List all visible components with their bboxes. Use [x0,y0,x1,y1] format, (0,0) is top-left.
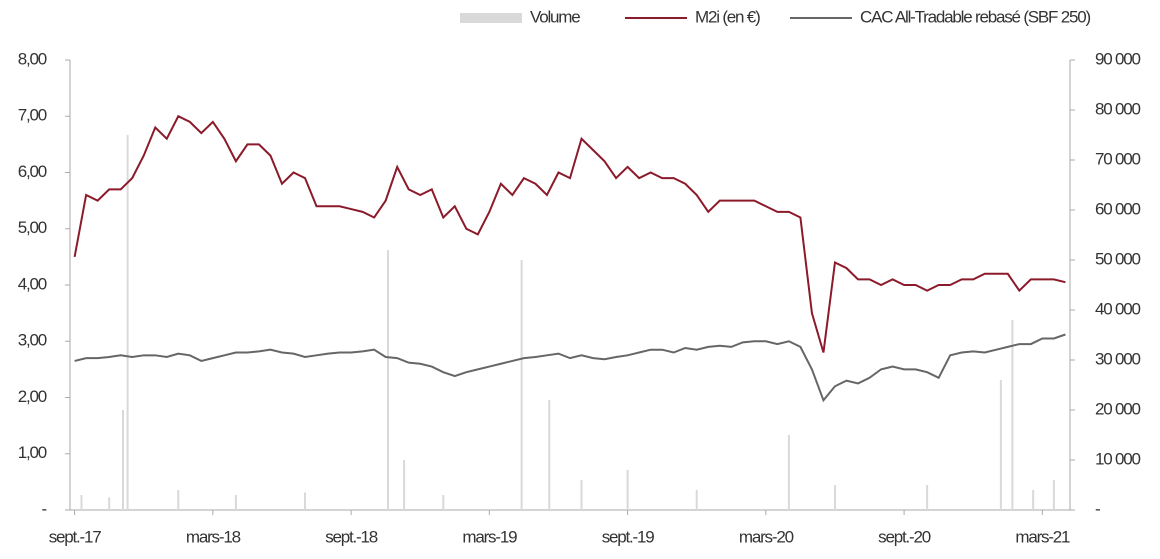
y2-tick-label: 50 000 [1095,249,1141,268]
x-tick-label: sept.-18 [325,527,378,546]
volume-bar [548,400,551,510]
volume-bar [442,495,445,510]
volume-bar [177,490,180,510]
y-tick-label: 2,00 [18,387,47,406]
y-tick-label: 1,00 [18,443,47,462]
x-tick-label: mars-19 [462,527,517,546]
volume-bar [520,260,523,510]
y-tick-label: 5,00 [18,218,47,237]
y2-tick-label: 20 000 [1095,399,1141,418]
volume-bar [999,380,1002,510]
volume-bar [580,480,583,510]
line-series [74,333,1066,403]
legend-label: M2i (en €) [695,7,760,26]
y2-tick-label: 70 000 [1095,149,1141,168]
volume-bar [234,495,237,510]
legend-label: CAC All-Tradable rebasé (SBF 250) [860,7,1091,26]
y-tick-label: 6,00 [18,162,47,181]
y2-tick-label: 60 000 [1095,199,1141,218]
y-tick-label: 7,00 [18,106,47,125]
line-series [73,114,1066,353]
volume-bar [1032,490,1035,510]
volume-bar [304,492,307,510]
volume-bar [126,135,129,510]
volume-bar [1011,320,1014,510]
volume-bar [1052,480,1055,510]
volume-bar [121,410,124,510]
y2-tick-label: 10 000 [1095,449,1141,468]
y-tick-label: 8,00 [18,49,47,68]
x-tick-label: sept.-19 [602,527,655,546]
x-tick-label: mars-18 [186,527,241,546]
legend-swatch [460,13,522,23]
volume-bar [80,495,83,510]
y-tick-label: 4,00 [18,274,47,293]
volume-bar [403,460,406,510]
y-tick-label: - [42,499,47,518]
volume-bar [695,490,698,510]
legend-label: Volume [530,7,580,26]
x-tick-label: mars-20 [739,527,794,546]
volume-bar [833,485,836,510]
y2-tick-label: 40 000 [1095,299,1141,318]
x-tick-label: mars-21 [1015,527,1070,546]
y2-tick-label: 30 000 [1095,349,1141,368]
x-tick-label: sept.-20 [878,527,931,546]
y2-tick-label: 80 000 [1095,99,1141,118]
y-tick-label: 3,00 [18,331,47,350]
y2-tick-label: - [1095,499,1100,518]
y2-tick-label: 90 000 [1095,49,1141,68]
x-tick-label: sept.-17 [49,527,102,546]
volume-bar [108,497,111,510]
volume-bar [926,485,929,510]
volume-bar [386,250,389,510]
volume-bar [787,435,790,510]
volume-bar [626,470,629,510]
